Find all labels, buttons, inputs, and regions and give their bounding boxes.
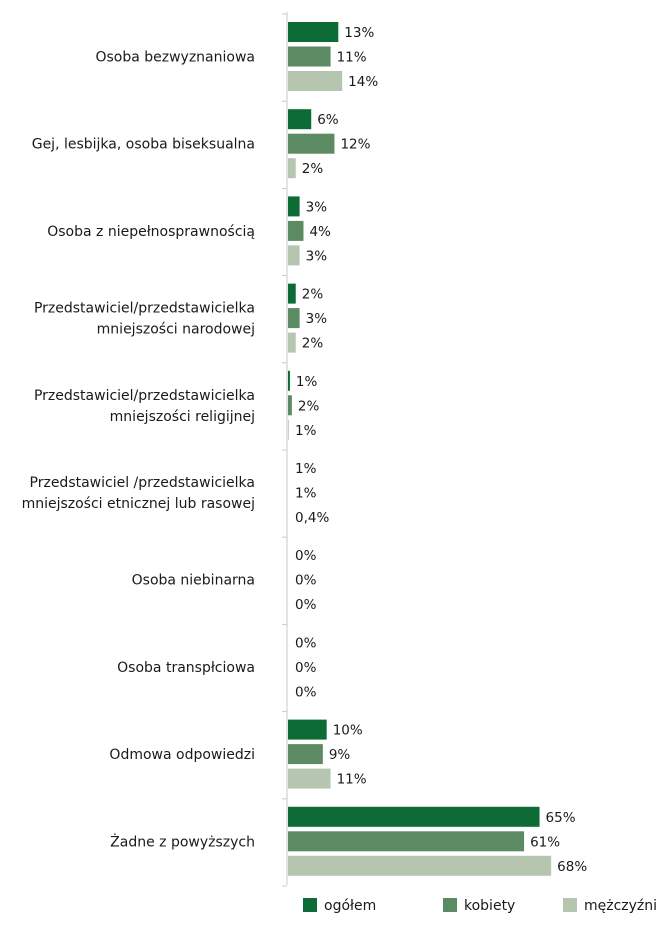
category-label: Osoba niebinarna [132, 573, 255, 589]
bar-mezczyzni [288, 855, 552, 876]
data-label: 65% [546, 810, 576, 826]
data-label: 61% [530, 834, 560, 850]
data-label: 2% [302, 161, 324, 177]
category-label: Osoba transpłciowa [117, 660, 255, 676]
bar-ogolem [288, 22, 339, 42]
bar-ogolem [288, 109, 312, 130]
data-label: 0% [295, 660, 317, 676]
data-label: 3% [306, 248, 328, 264]
data-label: 2% [302, 336, 324, 352]
bar-ogolem [288, 283, 296, 304]
bar-mezczyzni [288, 71, 343, 91]
legend-label: kobiety [464, 898, 515, 914]
bar-mezczyzni [288, 419, 289, 440]
category-label: mniejszości narodowej [97, 322, 255, 338]
legend-label: ogółem [324, 898, 376, 914]
data-label: 0% [295, 635, 317, 651]
data-label: 11% [337, 50, 367, 66]
category-label: Przedstawiciel/przedstawicielka [34, 388, 255, 404]
legend-swatch-mezczyzni [563, 898, 577, 912]
legend-swatch-kobiety [443, 898, 457, 912]
category-label: Odmowa odpowiedzi [109, 747, 255, 763]
data-label: 1% [295, 461, 317, 477]
legend-swatch-ogolem [303, 898, 317, 912]
category-label: Przedstawiciel /przedstawicielka [30, 475, 255, 491]
data-label: 0% [295, 548, 317, 564]
bar-ogolem [288, 806, 540, 827]
bar-kobiety [288, 831, 525, 852]
data-label: 3% [306, 199, 328, 215]
bar-kobiety [288, 744, 323, 765]
bar-kobiety [288, 133, 335, 154]
bar-mezczyzni [288, 245, 300, 266]
bar-mezczyzni [288, 158, 296, 179]
data-label: 11% [337, 772, 367, 788]
category-label: Osoba z niepełnosprawnością [47, 224, 255, 240]
category-label: mniejszości etnicznej lub rasowej [22, 496, 255, 512]
category-label: Żadne z powyższych [110, 832, 255, 850]
category-label: Przedstawiciel/przedstawicielka [34, 301, 255, 317]
data-label: 14% [348, 74, 378, 90]
bar-ogolem [288, 370, 290, 391]
data-label: 0% [295, 573, 317, 589]
bar-ogolem [288, 196, 300, 217]
legend-label: mężczyźni [584, 898, 657, 914]
data-label: 4% [309, 224, 331, 240]
bar-mezczyzni [288, 768, 331, 789]
data-label: 2% [302, 287, 324, 303]
data-label: 10% [333, 723, 363, 739]
bar-kobiety [288, 220, 304, 241]
data-label: 3% [306, 311, 328, 327]
bar-mezczyzni [288, 332, 296, 353]
data-label: 0,4% [295, 510, 329, 526]
data-label: 6% [317, 112, 339, 128]
bar-kobiety [288, 46, 331, 67]
data-label: 1% [296, 374, 318, 390]
data-label: 1% [295, 423, 317, 439]
bar-ogolem [288, 719, 327, 740]
data-label: 9% [329, 747, 351, 763]
data-label: 13% [344, 25, 374, 41]
category-label: mniejszości religijnej [110, 409, 255, 425]
data-label: 0% [295, 597, 317, 613]
category-label: Osoba bezwyznaniowa [95, 50, 255, 66]
bar-kobiety [288, 308, 300, 329]
data-label: 2% [298, 398, 320, 414]
bar-kobiety [288, 395, 292, 416]
category-label: Gej, lesbijka, osoba biseksualna [32, 137, 255, 153]
data-label: 0% [295, 684, 317, 700]
data-label: 1% [295, 486, 317, 502]
data-label: 12% [340, 137, 370, 153]
data-label: 68% [557, 859, 587, 875]
